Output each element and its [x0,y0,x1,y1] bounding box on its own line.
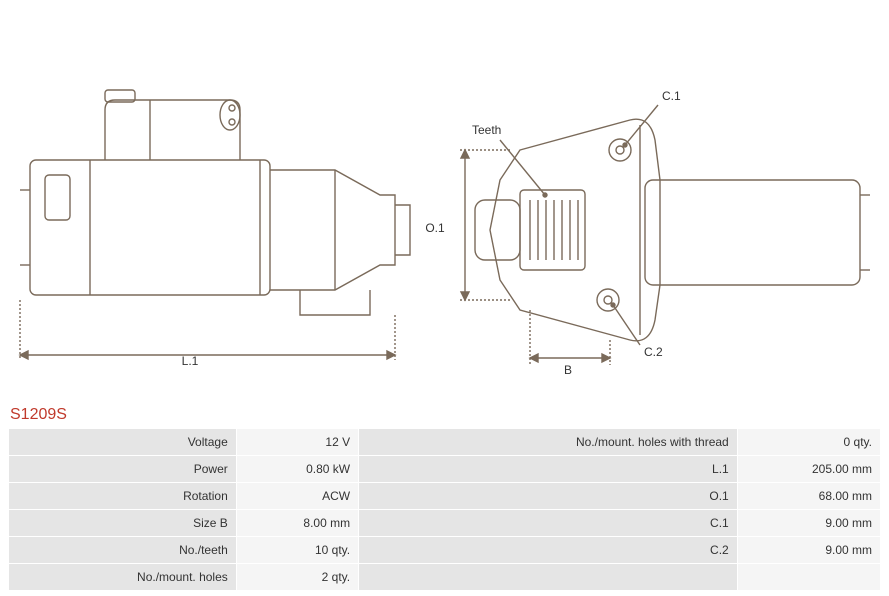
spec-value: 0 qty. [738,429,880,455]
spec-value: 68.00 mm [738,483,880,509]
spec-value: 10 qty. [237,537,358,563]
dim-label-teeth: Teeth [472,123,501,137]
spec-label [359,564,737,590]
dim-label-l1: L.1 [182,354,199,368]
spec-value: 12 V [237,429,358,455]
table-row: Voltage 12 V No./mount. holes with threa… [9,429,880,455]
technical-diagram: L.1 B O.1 C.1 C.2 Teeth [0,0,889,400]
part-code: S1209S [0,400,889,428]
spec-label: No./teeth [9,537,236,563]
spec-value: 205.00 mm [738,456,880,482]
table-row: No./mount. holes 2 qty. [9,564,880,590]
spec-value: 0.80 kW [237,456,358,482]
spec-label: Voltage [9,429,236,455]
dim-label-b: B [564,363,572,377]
spec-label: C.2 [359,537,737,563]
table-row: No./teeth 10 qty. C.2 9.00 mm [9,537,880,563]
spec-value: 8.00 mm [237,510,358,536]
spec-value: 2 qty. [237,564,358,590]
dim-label-o1: O.1 [425,221,445,235]
spec-label: Size B [9,510,236,536]
dim-label-c1: C.1 [662,89,681,103]
spec-label: No./mount. holes with thread [359,429,737,455]
spec-value: 9.00 mm [738,537,880,563]
spec-label: L.1 [359,456,737,482]
table-row: Rotation ACW O.1 68.00 mm [9,483,880,509]
spec-label: C.1 [359,510,737,536]
spec-label: Power [9,456,236,482]
table-row: Power 0.80 kW L.1 205.00 mm [9,456,880,482]
table-row: Size B 8.00 mm C.1 9.00 mm [9,510,880,536]
dim-label-c2: C.2 [644,345,663,359]
spec-label: O.1 [359,483,737,509]
spec-value: 9.00 mm [738,510,880,536]
spec-value: ACW [237,483,358,509]
spec-label: No./mount. holes [9,564,236,590]
spec-label: Rotation [9,483,236,509]
spec-value [738,564,880,590]
spec-table: Voltage 12 V No./mount. holes with threa… [8,428,881,591]
